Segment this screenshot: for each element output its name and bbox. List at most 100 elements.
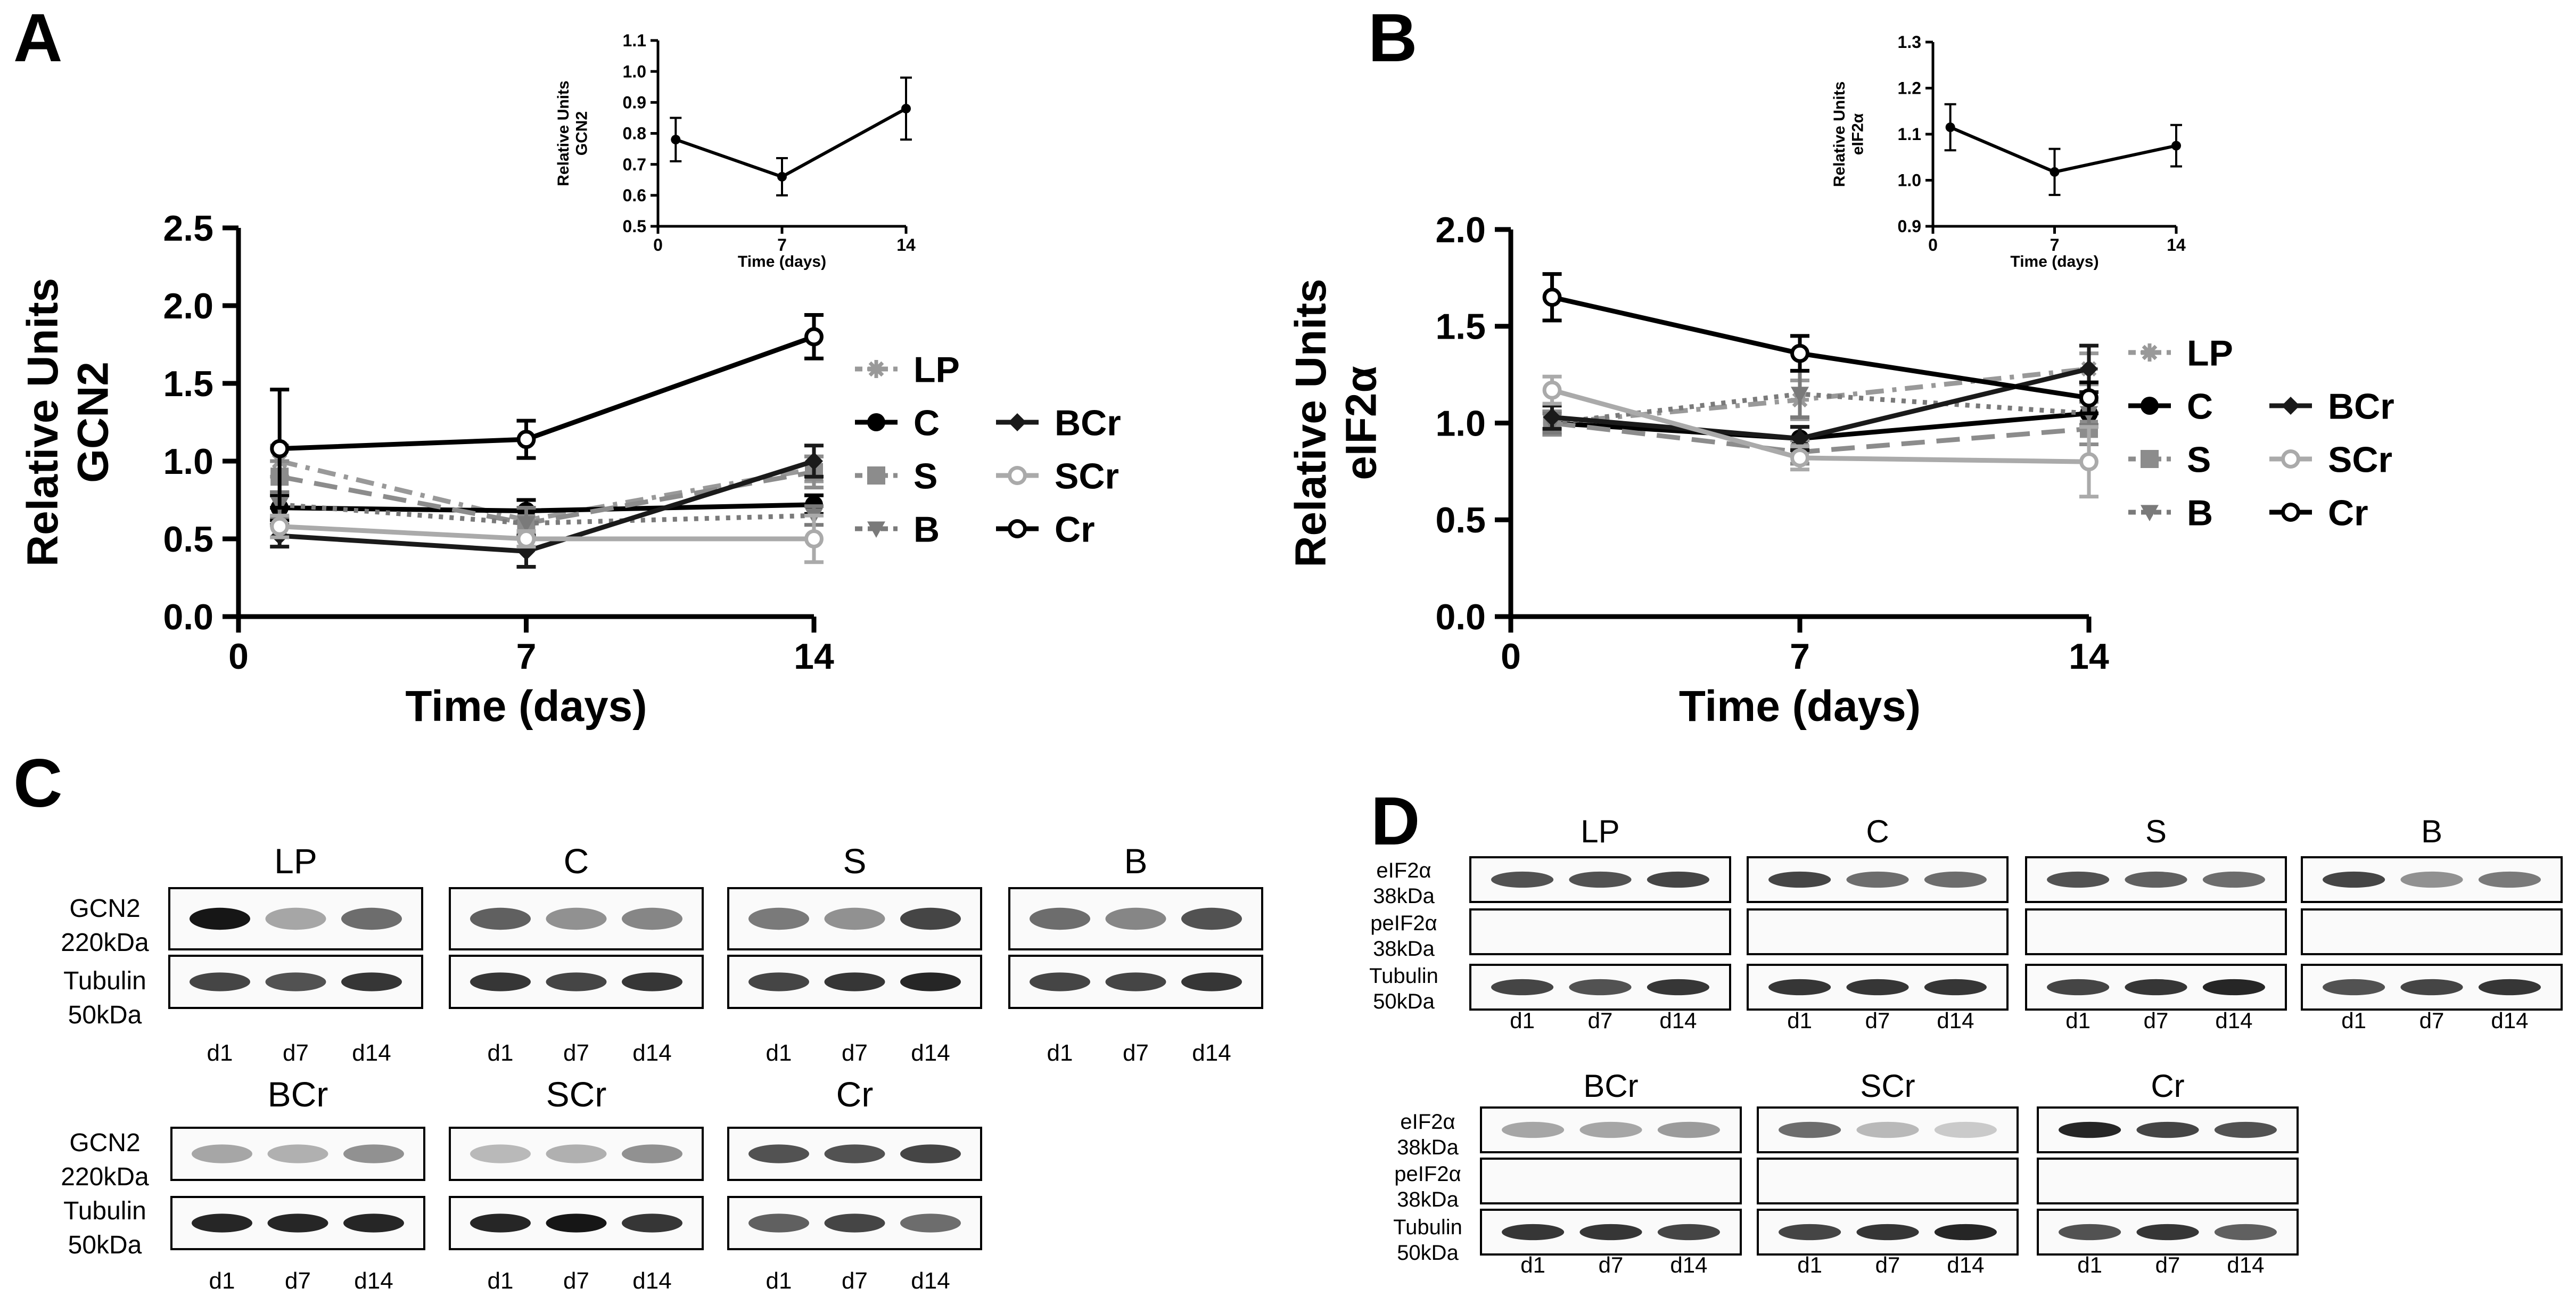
legend-item-BCr: BCr [2269,386,2394,427]
blot-band [546,1213,607,1233]
blot-band [622,1144,682,1163]
data-point-SCr [1542,380,1562,400]
y-axis-label: Relative Units [19,278,67,567]
data-point-Cr [2079,388,2098,408]
lane-label: d1 [1787,1008,1812,1033]
x-tick-label: 0 [1928,235,1938,255]
series-mean [670,76,912,196]
y-tick-label: 0.6 [623,186,646,205]
lane-label: d14 [354,1268,393,1294]
legend-marker [867,360,885,378]
row-label-name: Tubulin [63,967,146,995]
lane-label: d1 [488,1268,514,1294]
y-tick-label: 2.5 [163,208,213,249]
legend-marker [867,413,885,431]
panel-a: A 0.0 0.5 1.0 1.5 2.0 2.5 0 7 14 Time (days) Relati… [13,0,1121,731]
legend-marker [2141,450,2159,468]
y-axis-label: Relative Units [1831,81,1848,187]
series-mean [1944,103,2182,196]
y-tick-label: 0.9 [1898,217,1921,236]
legend-item-LP: LP [855,349,960,390]
series-SCr [270,513,824,564]
blot-band [748,972,809,991]
blot-band [470,972,531,991]
blot-strip-peif2a [2025,908,2287,955]
blot-band [1924,871,1987,888]
lane-label: d7 [842,1268,868,1294]
blot-band [1502,1121,1565,1138]
blot-strip-peif2a [2301,908,2563,955]
blot-band [267,1213,328,1233]
panel-d: DeIF2α38kDapeIF2α38kDaTubulin50kDaeIF2α3… [1369,783,2563,1277]
blot-group-title: B [2421,814,2442,849]
data-point [671,135,681,145]
legend-item-SCr: SCr [2269,439,2392,480]
blot-band [2059,1121,2121,1138]
blot-band [2478,871,2541,888]
blot-band [470,1213,531,1233]
data-point [2171,141,2181,151]
row-label-name: peIF2α [1370,912,1437,935]
blot-band [1768,871,1831,888]
lane-label: d14 [632,1040,671,1066]
row-label-size: 38kDa [1397,1188,1459,1211]
blot-band [2047,871,2110,888]
lane-label: d7 [1875,1252,1900,1277]
blot-group-title: BCr [1583,1068,1638,1104]
lane-label: d1 [2341,1008,2366,1033]
blot-band [1579,1121,1642,1138]
blot-band [1181,972,1242,991]
lane-label: d7 [1123,1040,1149,1066]
data-point [777,171,787,182]
data-point-Cr [1790,343,1809,363]
blot-group-BCr: BCr d1 d7 d14 [170,1075,425,1294]
row-label-name: peIF2α [1394,1162,1461,1186]
blot-band [2059,1224,2121,1241]
legend-item-LP: LP [2128,333,2233,373]
blot-band [1030,972,1090,991]
blot-band [900,1144,961,1163]
series-line-Cr [279,334,815,452]
blot-group-LP: LP d1 d7 d14 [168,841,423,1066]
lane-label: d7 [563,1268,589,1294]
blot-band [2214,1121,2277,1138]
lane-label: d14 [1192,1040,1231,1066]
data-point-BCr [805,452,823,470]
series-line-Cr [1551,294,2089,400]
legend-item-C: C [2128,386,2213,427]
legend-label: SCr [1055,456,1119,496]
series-line-SCr [279,524,814,542]
legend-item-S: S [855,456,937,496]
blot-band [470,1144,531,1163]
blot-band [622,972,682,991]
legend-marker [2282,397,2300,415]
blot-band [341,907,402,930]
legend-label: BCr [1055,403,1121,443]
y-axis-label: eIF2α [1849,113,1867,155]
blot-band [190,907,250,930]
legend-label: Cr [1055,509,1095,550]
blot-band [1779,1121,1841,1138]
row-label-name: Tubulin [1393,1216,1462,1239]
legend-label: SCr [2328,439,2392,480]
y-tick-label: 1.0 [163,441,213,482]
lane-label: d7 [283,1040,309,1066]
legend-label: B [913,509,940,550]
legend-label: C [2187,386,2213,427]
legend-item-S: S [2128,439,2211,480]
lane-label: d14 [352,1040,391,1066]
panel-label-b: B [1368,0,1417,76]
row-labels-gcn2: GCN2 220kDa [61,895,149,957]
y-tick-label: 0.0 [1435,597,1486,637]
legend-item-B: B [2128,493,2213,533]
blot-group-Cr: Cr d1 d7 d14 [727,1075,982,1294]
blot-band [1856,1224,1919,1241]
blot-group-title: S [2145,814,2167,849]
blot-group-SCr: SCr d1 d7 d14 [1757,1068,2019,1277]
blot-strip-peif2a [2037,1158,2299,1204]
lane-label: d14 [1947,1252,1984,1277]
data-point-B [1791,387,1809,403]
